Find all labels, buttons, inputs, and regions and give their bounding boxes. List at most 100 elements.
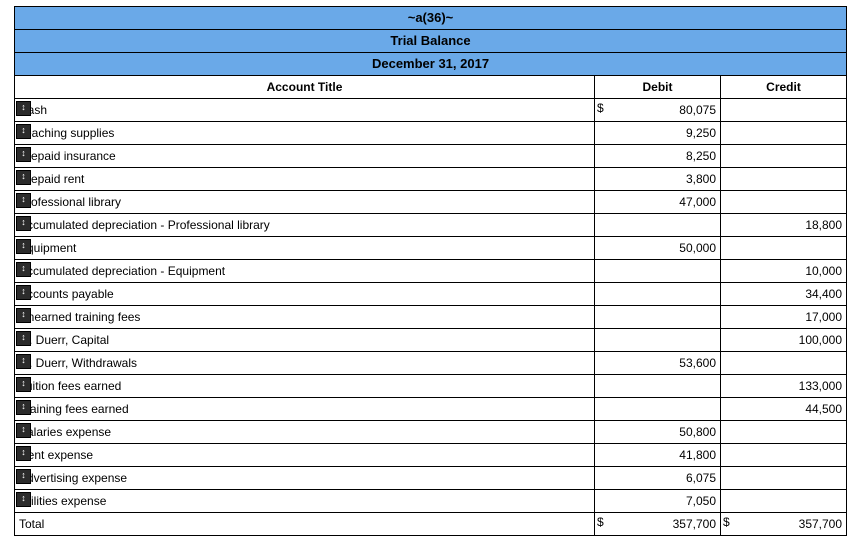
amount-cell: 18,800 bbox=[721, 214, 847, 237]
amount-cell bbox=[721, 237, 847, 260]
table-row: ↕Salaries expense50,800 bbox=[15, 421, 847, 444]
amount-cell bbox=[595, 306, 721, 329]
account-title-cell[interactable]: ↕Prepaid rent bbox=[15, 168, 595, 191]
account-title-text: Prepaid insurance bbox=[19, 149, 116, 163]
amount-cell bbox=[721, 168, 847, 191]
account-title-cell[interactable]: ↕Accounts payable bbox=[15, 283, 595, 306]
dropdown-icon[interactable]: ↕ bbox=[16, 308, 31, 323]
dropdown-icon[interactable]: ↕ bbox=[16, 147, 31, 162]
total-row: Total$357,700$357,700 bbox=[15, 513, 847, 536]
amount-cell bbox=[721, 145, 847, 168]
amount-value: 357,700 bbox=[673, 517, 716, 531]
amount-cell: 100,000 bbox=[721, 329, 847, 352]
account-title-text: Accounts payable bbox=[19, 287, 114, 301]
amount-cell bbox=[721, 99, 847, 122]
column-headers: Account Title Debit Credit bbox=[15, 76, 847, 99]
trial-balance-sheet: ~a(36)~ Trial Balance December 31, 2017 … bbox=[14, 6, 846, 536]
amount-cell bbox=[595, 329, 721, 352]
account-title-cell[interactable]: ↕Accumulated depreciation - Professional… bbox=[15, 214, 595, 237]
amount-cell bbox=[721, 191, 847, 214]
table-row: ↕Accumulated depreciation - Professional… bbox=[15, 214, 847, 237]
amount-value: 3,800 bbox=[686, 172, 716, 186]
amount-cell: 7,050 bbox=[595, 490, 721, 513]
table-row: ↕Utilities expense7,050 bbox=[15, 490, 847, 513]
dropdown-icon[interactable]: ↕ bbox=[16, 101, 31, 116]
col-credit: Credit bbox=[721, 76, 847, 99]
amount-value: 47,000 bbox=[679, 195, 716, 209]
amount-value: 18,800 bbox=[805, 218, 842, 232]
account-title-cell[interactable]: ↕Equipment bbox=[15, 237, 595, 260]
account-title-cell[interactable]: ↕Tuition fees earned bbox=[15, 375, 595, 398]
table-row: ↕Equipment50,000 bbox=[15, 237, 847, 260]
account-title-cell[interactable]: ↕Accumulated depreciation - Equipment bbox=[15, 260, 595, 283]
dropdown-icon[interactable]: ↕ bbox=[16, 492, 31, 507]
amount-value: 41,800 bbox=[679, 448, 716, 462]
table-row: ↕Prepaid rent 3,800 bbox=[15, 168, 847, 191]
dropdown-icon[interactable]: ↕ bbox=[16, 216, 31, 231]
col-account-title: Account Title bbox=[15, 76, 595, 99]
account-title-text: Teaching supplies bbox=[19, 126, 114, 140]
account-title-cell[interactable]: ↕M. Duerr, Withdrawals bbox=[15, 352, 595, 375]
header-title: Trial Balance bbox=[15, 30, 847, 53]
account-title-cell[interactable]: ↕Utilities expense bbox=[15, 490, 595, 513]
account-title-text: Professional library bbox=[19, 195, 121, 209]
amount-cell: 50,800 bbox=[595, 421, 721, 444]
amount-value: 8,250 bbox=[686, 149, 716, 163]
dropdown-icon[interactable]: ↕ bbox=[16, 354, 31, 369]
header-row-date: December 31, 2017 bbox=[15, 53, 847, 76]
dropdown-icon[interactable]: ↕ bbox=[16, 400, 31, 415]
header-date: December 31, 2017 bbox=[15, 53, 847, 76]
amount-cell: 41,800 bbox=[595, 444, 721, 467]
amount-cell: 53,600 bbox=[595, 352, 721, 375]
account-title-cell[interactable]: ↕Training fees earned bbox=[15, 398, 595, 421]
dropdown-icon[interactable]: ↕ bbox=[16, 446, 31, 461]
account-title-cell[interactable]: ↕Professional library bbox=[15, 191, 595, 214]
dropdown-icon[interactable]: ↕ bbox=[16, 469, 31, 484]
dropdown-icon[interactable]: ↕ bbox=[16, 285, 31, 300]
table-row: ↕Rent expense 41,800 bbox=[15, 444, 847, 467]
dropdown-icon[interactable]: ↕ bbox=[16, 377, 31, 392]
amount-value: 34,400 bbox=[805, 287, 842, 301]
dropdown-icon[interactable]: ↕ bbox=[16, 423, 31, 438]
amount-cell bbox=[595, 283, 721, 306]
table-row: ↕Accounts payable 34,400 bbox=[15, 283, 847, 306]
amount-cell: 50,000 bbox=[595, 237, 721, 260]
amount-cell: 34,400 bbox=[721, 283, 847, 306]
account-title-cell[interactable]: ↕Teaching supplies bbox=[15, 122, 595, 145]
account-title-cell[interactable]: ↕Salaries expense bbox=[15, 421, 595, 444]
amount-cell bbox=[595, 260, 721, 283]
account-title-cell[interactable]: ↕Unearned training fees bbox=[15, 306, 595, 329]
account-title-cell[interactable]: ↕Cash bbox=[15, 99, 595, 122]
dropdown-icon[interactable]: ↕ bbox=[16, 170, 31, 185]
amount-cell: $357,700 bbox=[595, 513, 721, 536]
account-title-cell[interactable]: ↕M. Duerr, Capital bbox=[15, 329, 595, 352]
amount-value: 80,075 bbox=[679, 103, 716, 117]
amount-cell bbox=[721, 467, 847, 490]
table-row: ↕Teaching supplies 9,250 bbox=[15, 122, 847, 145]
account-title-text: Unearned training fees bbox=[19, 310, 140, 324]
amount-cell: 8,250 bbox=[595, 145, 721, 168]
amount-value: 9,250 bbox=[686, 126, 716, 140]
dropdown-icon[interactable]: ↕ bbox=[16, 239, 31, 254]
currency-symbol: $ bbox=[723, 515, 730, 529]
dropdown-icon[interactable]: ↕ bbox=[16, 124, 31, 139]
account-title-text: Utilities expense bbox=[19, 494, 106, 508]
amount-cell bbox=[721, 444, 847, 467]
amount-value: 10,000 bbox=[805, 264, 842, 278]
currency-symbol: $ bbox=[597, 515, 604, 529]
dropdown-icon[interactable]: ↕ bbox=[16, 193, 31, 208]
col-debit: Debit bbox=[595, 76, 721, 99]
table-row: ↕Cash$80,075 bbox=[15, 99, 847, 122]
table-row: ↕Professional library 47,000 bbox=[15, 191, 847, 214]
amount-cell: 9,250 bbox=[595, 122, 721, 145]
dropdown-icon[interactable]: ↕ bbox=[16, 262, 31, 277]
dropdown-icon[interactable]: ↕ bbox=[16, 331, 31, 346]
account-title-cell[interactable]: ↕Rent expense bbox=[15, 444, 595, 467]
account-title-cell[interactable]: ↕Prepaid insurance bbox=[15, 145, 595, 168]
account-title-text: Advertising expense bbox=[19, 471, 127, 485]
account-title-text: Salaries expense bbox=[19, 425, 111, 439]
account-title-cell[interactable]: ↕Advertising expense bbox=[15, 467, 595, 490]
amount-value: 357,700 bbox=[799, 517, 842, 531]
amount-value: 6,075 bbox=[686, 471, 716, 485]
amount-cell bbox=[721, 122, 847, 145]
